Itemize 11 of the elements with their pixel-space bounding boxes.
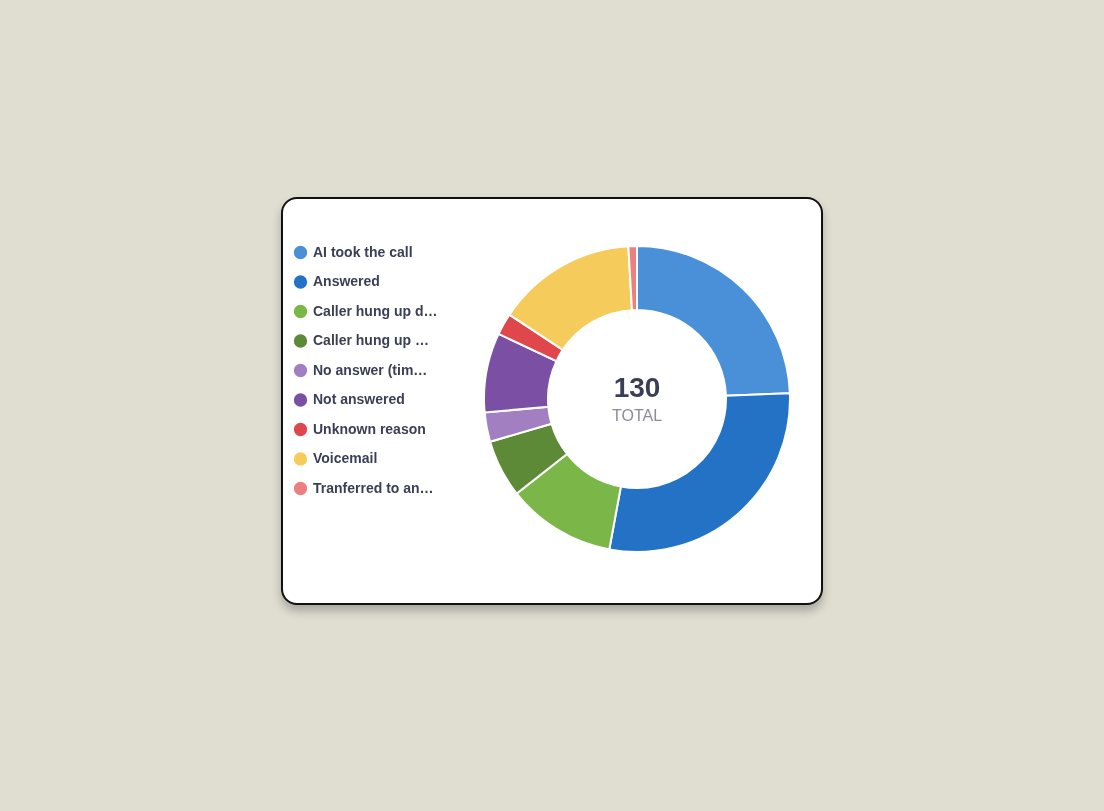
legend-label: Caller hung up d… — [313, 302, 438, 319]
legend-label: Unknown reason — [313, 420, 426, 437]
legend-label: Caller hung up … — [313, 332, 429, 348]
text: TOTAL — [611, 407, 663, 424]
legend-label: Not answered — [313, 391, 405, 407]
legend-label: Voicemail — [313, 450, 378, 466]
legend-label: AI took the call — [313, 243, 413, 260]
legend-label: Answered — [313, 273, 380, 289]
legend-label: Tranferred to an… — [313, 479, 434, 496]
text: 130 — [613, 372, 661, 403]
legend-label: No answer (tim… — [313, 361, 428, 378]
